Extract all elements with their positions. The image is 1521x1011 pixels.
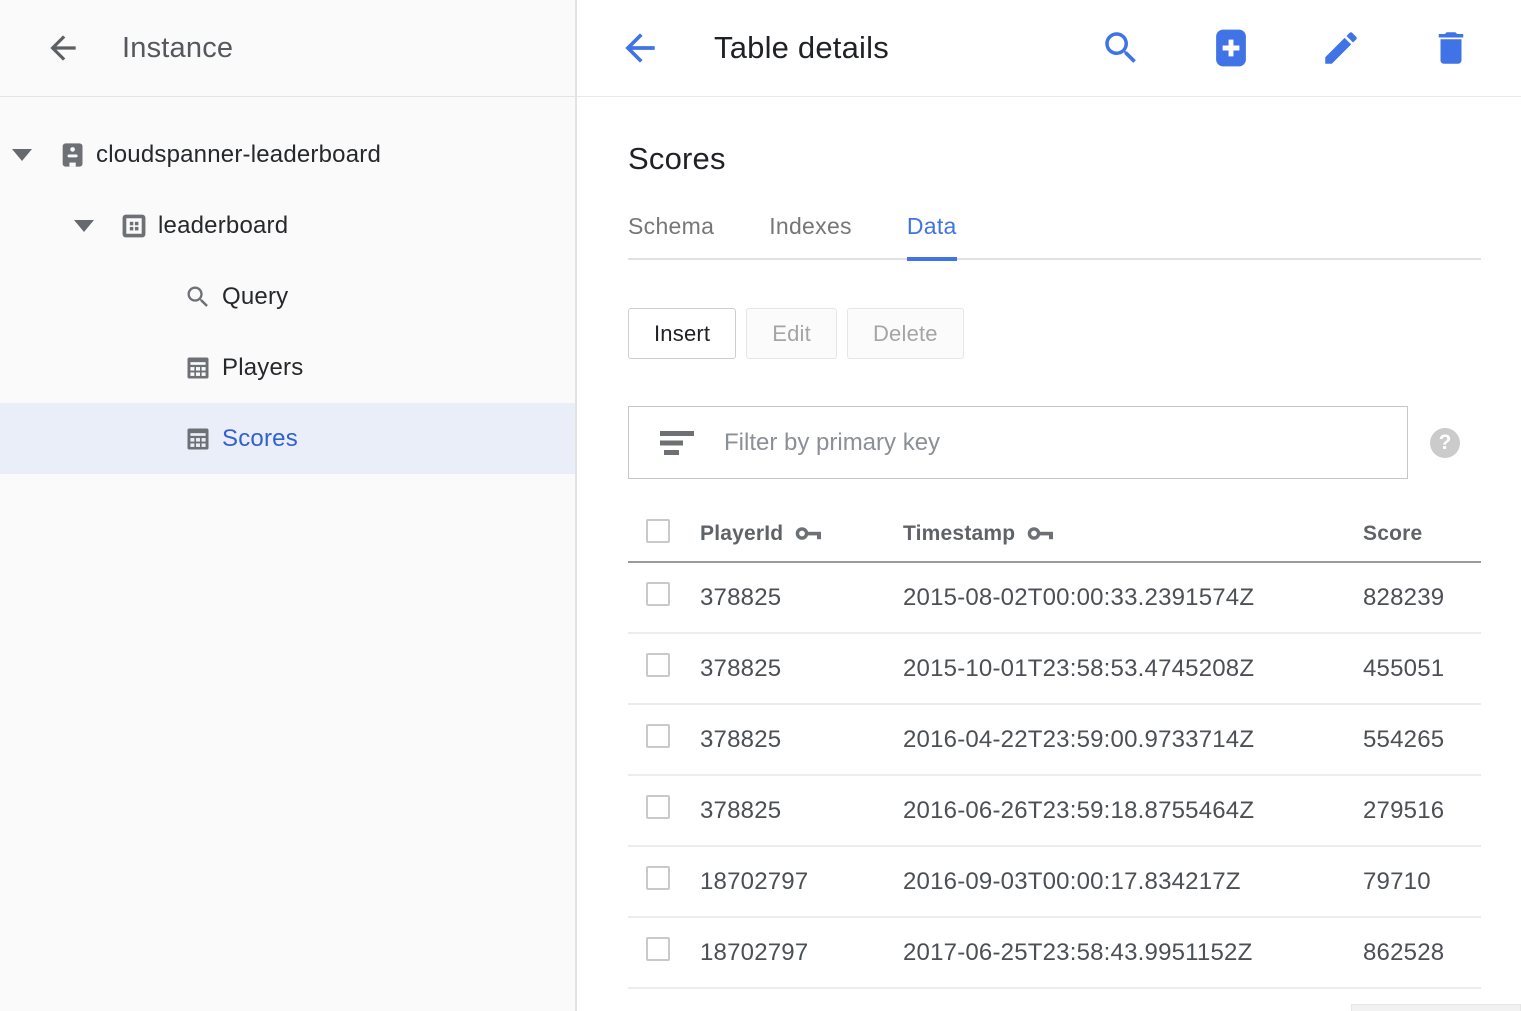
cell-score: 828239 [1363, 583, 1445, 611]
filter-row: ? [628, 406, 1481, 479]
table-row[interactable]: 18702797 2017-06-25T23:58:43.9951152Z 86… [628, 918, 1481, 989]
tree-item-leaderboard[interactable]: leaderboard [0, 190, 575, 261]
tree-item-label: cloudspanner-leaderboard [96, 140, 381, 168]
cell-score: 279516 [1363, 796, 1445, 824]
row-checkbox[interactable] [646, 724, 670, 748]
cell-timestamp: 2015-10-01T23:58:53.4745208Z [903, 654, 1255, 682]
primary-key-icon [796, 527, 822, 540]
table-row[interactable]: 378825 2016-06-26T23:59:18.8755464Z 2795… [628, 776, 1481, 847]
column-header-label: PlayerId [700, 521, 784, 545]
tree-item-query[interactable]: Query [0, 261, 575, 332]
delete-icon[interactable] [1430, 25, 1472, 71]
scrollbar-thumb[interactable] [1351, 1004, 1521, 1011]
cell-score: 455051 [1363, 654, 1445, 682]
table-name-title: Scores [628, 141, 726, 176]
cell-playerid: 18702797 [700, 867, 809, 895]
filter-primary-key-input[interactable] [724, 412, 1407, 473]
table-details-content: Scores Schema Indexes Data Insert Edit D… [577, 97, 1521, 989]
table-icon [184, 354, 212, 382]
sidebar: Instance cloudspanner-leaderboard [0, 0, 577, 1011]
table-row[interactable]: 378825 2015-10-01T23:58:53.4745208Z 4550… [628, 634, 1481, 705]
row-checkbox[interactable] [646, 795, 670, 819]
tab-data[interactable]: Data [906, 213, 957, 261]
cell-timestamp: 2015-08-02T00:00:33.2391574Z [903, 583, 1255, 611]
cell-playerid: 378825 [700, 654, 782, 682]
delete-button[interactable]: Delete [846, 308, 964, 359]
sidebar-title: Instance [122, 31, 234, 64]
table-row[interactable]: 378825 2015-08-02T00:00:33.2391574Z 8282… [628, 563, 1481, 634]
tab-bar: Schema Indexes Data [628, 213, 1481, 261]
help-icon[interactable]: ? [1430, 427, 1460, 458]
row-checkbox[interactable] [646, 866, 670, 890]
row-checkbox[interactable] [646, 653, 670, 677]
row-checkbox[interactable] [646, 582, 670, 606]
cell-score: 862528 [1363, 938, 1445, 966]
cell-playerid: 18702797 [700, 938, 809, 966]
tree-item-scores[interactable]: Scores [0, 403, 575, 474]
table-icon [184, 425, 212, 453]
column-header-playerid[interactable]: PlayerId [700, 522, 903, 546]
cell-timestamp: 2016-09-03T00:00:17.834217Z [903, 867, 1241, 895]
table-header-row: PlayerId Timestamp [628, 506, 1481, 563]
expand-arrow-icon[interactable] [74, 219, 94, 232]
main-panel: Table details [577, 0, 1521, 1011]
column-header-timestamp[interactable]: Timestamp [903, 522, 1363, 546]
instance-icon [58, 141, 86, 169]
column-header-score[interactable]: Score [1363, 522, 1481, 546]
row-checkbox[interactable] [646, 937, 670, 961]
add-icon[interactable] [1210, 25, 1252, 71]
tree-item-instance[interactable]: cloudspanner-leaderboard [0, 119, 575, 190]
filter-box[interactable] [628, 406, 1408, 479]
tree-item-label: Players [222, 353, 304, 381]
page-header: Table details [577, 0, 1521, 97]
select-all-checkbox[interactable] [646, 519, 670, 543]
filter-list-icon [660, 430, 694, 455]
expand-arrow-icon[interactable] [12, 148, 32, 161]
tab-indexes[interactable]: Indexes [769, 213, 852, 239]
cell-timestamp: 2016-04-22T23:59:00.9733714Z [903, 725, 1255, 753]
column-header-label: Timestamp [903, 521, 1016, 545]
edit-icon[interactable] [1320, 25, 1362, 71]
tab-schema[interactable]: Schema [628, 213, 715, 239]
tree-item-label: Query [222, 282, 289, 310]
table-row[interactable]: 378825 2016-04-22T23:59:00.9733714Z 5542… [628, 705, 1481, 776]
column-header-label: Score [1363, 521, 1423, 545]
header-actions [1100, 25, 1472, 71]
cell-score: 554265 [1363, 725, 1445, 753]
insert-button[interactable]: Insert [628, 308, 737, 359]
database-tree: cloudspanner-leaderboard leaderboard [0, 97, 575, 474]
database-icon [120, 212, 148, 240]
search-icon[interactable] [1100, 25, 1142, 71]
tree-item-players[interactable]: Players [0, 332, 575, 403]
row-action-buttons: Insert Edit Delete [628, 308, 1481, 359]
table-row[interactable]: 18702797 2016-09-03T00:00:17.834217Z 797… [628, 847, 1481, 918]
cell-timestamp: 2017-06-25T23:58:43.9951152Z [903, 938, 1253, 966]
primary-key-icon [1027, 527, 1054, 540]
search-icon [184, 283, 212, 311]
cell-playerid: 378825 [700, 583, 782, 611]
back-arrow-icon[interactable] [618, 26, 662, 70]
cell-playerid: 378825 [700, 725, 782, 753]
data-table: PlayerId Timestamp [628, 506, 1481, 989]
cell-playerid: 378825 [700, 796, 782, 824]
back-arrow-icon[interactable] [44, 29, 82, 67]
sidebar-header: Instance [0, 0, 575, 97]
page-header-title: Table details [714, 30, 889, 65]
edit-button[interactable]: Edit [746, 308, 837, 359]
cell-timestamp: 2016-06-26T23:59:18.8755464Z [903, 796, 1255, 824]
tree-item-label: Scores [222, 424, 298, 452]
tree-item-label: leaderboard [158, 211, 289, 239]
cell-score: 79710 [1363, 867, 1431, 895]
